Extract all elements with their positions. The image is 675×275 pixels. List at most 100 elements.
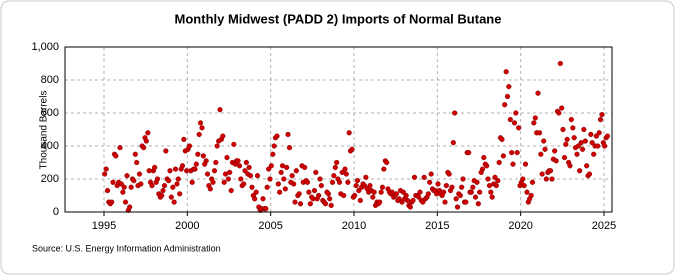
- data-point: [291, 181, 297, 187]
- data-point: [443, 183, 449, 189]
- data-point: [475, 201, 481, 207]
- data-point: [246, 164, 252, 171]
- data-point: [353, 183, 359, 189]
- data-point: [199, 125, 205, 131]
- data-point: [241, 181, 247, 187]
- data-point: [474, 179, 480, 185]
- data-point: [516, 125, 522, 131]
- data-point: [472, 194, 479, 200]
- data-point: [593, 133, 599, 139]
- data-point: [571, 135, 577, 141]
- data-point: [145, 130, 151, 136]
- data-point: [196, 131, 202, 138]
- data-point: [174, 181, 180, 187]
- data-point: [453, 196, 459, 202]
- data-point: [134, 159, 140, 166]
- data-point: [254, 173, 261, 179]
- data-point: [560, 126, 566, 133]
- source: Source: U.S. Energy Information Administ…: [32, 243, 221, 253]
- data-point: [357, 197, 363, 204]
- data-point: [318, 183, 324, 189]
- data-point: [296, 191, 302, 197]
- data-point: [214, 143, 220, 149]
- data-point: [292, 199, 298, 205]
- data-point: [427, 179, 433, 185]
- data-point: [553, 158, 559, 164]
- data-point: [302, 164, 308, 171]
- data-point: [121, 184, 127, 190]
- data-point: [207, 186, 213, 192]
- data-point: [568, 116, 574, 123]
- data-point: [542, 146, 548, 152]
- y-tick-label: 1,000: [31, 41, 59, 53]
- data-point: [367, 183, 373, 189]
- data-point: [253, 189, 259, 195]
- data-point: [217, 107, 223, 113]
- data-point: [454, 204, 461, 210]
- data-point: [561, 154, 568, 161]
- data-point: [345, 179, 351, 185]
- data-point: [160, 187, 166, 194]
- data-point: [197, 120, 204, 126]
- data-point: [468, 189, 474, 195]
- data-point: [225, 176, 231, 182]
- data-point: [507, 116, 513, 123]
- data-point: [274, 133, 280, 139]
- data-point: [384, 159, 390, 166]
- data-point: [152, 164, 158, 171]
- data-point: [281, 176, 287, 182]
- data-point: [159, 192, 165, 199]
- data-point: [311, 187, 318, 194]
- data-point: [267, 176, 273, 182]
- data-point: [435, 181, 441, 187]
- data-point: [231, 141, 237, 147]
- data-point: [466, 150, 472, 156]
- data-point: [220, 133, 226, 139]
- data-point: [131, 178, 137, 184]
- data-point: [524, 189, 530, 195]
- data-point: [567, 163, 573, 169]
- data-point: [575, 143, 581, 149]
- data-point: [595, 143, 601, 149]
- data-point: [450, 140, 456, 146]
- data-point: [531, 120, 537, 126]
- data-point: [536, 130, 543, 136]
- data-point: [118, 181, 124, 187]
- data-point: [109, 199, 115, 205]
- data-point: [242, 168, 248, 174]
- data-point: [488, 189, 494, 195]
- data-point: [477, 189, 483, 195]
- data-point: [195, 151, 201, 157]
- data-point: [500, 153, 506, 159]
- data-point: [481, 154, 487, 161]
- data-point: [541, 138, 547, 144]
- data-point: [110, 179, 116, 185]
- data-point: [224, 154, 230, 161]
- data-point: [521, 183, 527, 189]
- data-point: [177, 191, 183, 197]
- data-point: [334, 159, 340, 166]
- data-point: [502, 102, 508, 108]
- data-point: [522, 161, 529, 167]
- data-point: [127, 204, 133, 210]
- data-point: [249, 184, 255, 190]
- data-point: [284, 164, 290, 171]
- data-point: [275, 181, 281, 187]
- data-point: [211, 168, 218, 174]
- data-point: [574, 151, 580, 157]
- data-point: [547, 168, 554, 174]
- data-point: [410, 197, 416, 204]
- data-point: [381, 166, 387, 172]
- data-point: [377, 199, 383, 205]
- data-point: [563, 141, 569, 147]
- x-tick-label: 1995: [92, 220, 116, 232]
- data-point: [252, 196, 258, 202]
- data-point: [328, 202, 334, 209]
- data-point: [200, 153, 206, 159]
- data-point: [556, 110, 562, 116]
- data-point: [470, 184, 476, 190]
- data-point: [425, 191, 431, 197]
- data-point: [371, 189, 377, 195]
- data-point: [506, 83, 512, 90]
- data-point: [539, 171, 545, 177]
